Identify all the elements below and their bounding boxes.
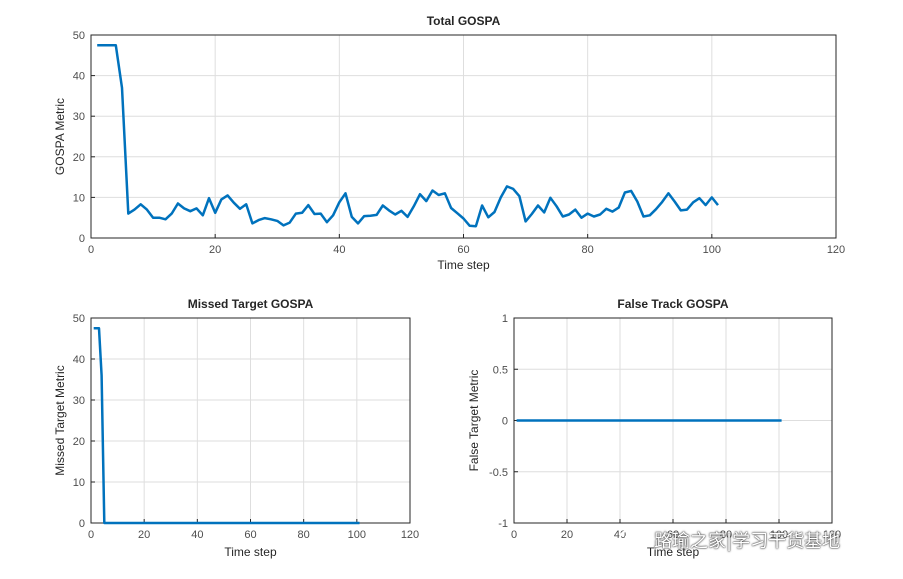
x-tick-label: 20 xyxy=(561,529,573,541)
y-tick-label: 50 xyxy=(73,313,85,325)
chart-title: Missed Target GOSPA xyxy=(188,297,314,311)
x-tick-label: 20 xyxy=(138,529,150,541)
y-tick-label: 0 xyxy=(79,518,85,530)
y-tick-label: -1 xyxy=(498,518,508,530)
x-tick-label: 120 xyxy=(827,244,845,256)
y-tick-label: 10 xyxy=(73,192,85,204)
x-axis-label: Time step xyxy=(224,545,277,559)
chart-missed: 0 20 40 60 80 100 120 0 10 20 30 40 50 Missed Target … xyxy=(53,297,419,559)
y-tick-label: 0 xyxy=(502,416,508,428)
y-tick-label: 0.5 xyxy=(493,364,508,376)
x-tick-label: 0 xyxy=(511,529,517,541)
y-tick-label: 30 xyxy=(73,395,85,407)
watermark-text: 路瑜之家|学习干货基地 xyxy=(654,531,841,552)
chart-title: Total GOSPA xyxy=(427,14,501,28)
x-tick-label: 80 xyxy=(720,529,732,541)
x-tick-label: 20 xyxy=(209,244,221,256)
y-tick-label: 0 xyxy=(79,233,85,245)
x-tick-label: 80 xyxy=(582,244,594,256)
y-tick-label: -0.5 xyxy=(489,467,508,479)
x-tick-label: 80 xyxy=(298,529,310,541)
x-tick-label: 100 xyxy=(703,244,721,256)
series-line-missed xyxy=(93,327,360,525)
y-axis-label: False Target Metric xyxy=(467,370,481,472)
x-tick-label: 100 xyxy=(770,529,788,541)
x-tick-label: 120 xyxy=(401,529,419,541)
chart-total: 0 20 40 60 80 100 120 0 10 20 30 40 50 Total GOSPA Tim… xyxy=(53,14,845,272)
x-tick-label: 60 xyxy=(667,529,679,541)
chart-title: False Track GOSPA xyxy=(617,297,728,311)
y-tick-label: 30 xyxy=(73,111,85,123)
x-tick-label: 40 xyxy=(333,244,345,256)
y-tick-label: 40 xyxy=(73,71,85,83)
y-tick-label: 1 xyxy=(502,313,508,325)
series-line-total xyxy=(97,43,719,228)
x-tick-label: 60 xyxy=(244,529,256,541)
x-tick-label: 40 xyxy=(191,529,203,541)
x-axis-label: Time step xyxy=(647,545,700,559)
x-tick-label: 120 xyxy=(823,529,841,541)
x-tick-label: 0 xyxy=(88,244,94,256)
x-tick-label: 60 xyxy=(457,244,469,256)
y-tick-label: 20 xyxy=(73,152,85,164)
y-axis-label: GOSPA Metric xyxy=(53,98,67,175)
watermark: 路瑜之家|学习干货基地 xyxy=(618,524,840,556)
wechat-icon xyxy=(619,529,646,550)
x-tick-label: 0 xyxy=(88,529,94,541)
y-tick-label: 50 xyxy=(73,30,85,42)
y-tick-label: 40 xyxy=(73,354,85,366)
x-tick-label: 100 xyxy=(348,529,366,541)
y-tick-label: 20 xyxy=(73,436,85,448)
y-axis-label: Missed Target Metric xyxy=(53,365,67,475)
x-axis-label: Time step xyxy=(437,258,490,272)
y-tick-label: 10 xyxy=(73,477,85,489)
